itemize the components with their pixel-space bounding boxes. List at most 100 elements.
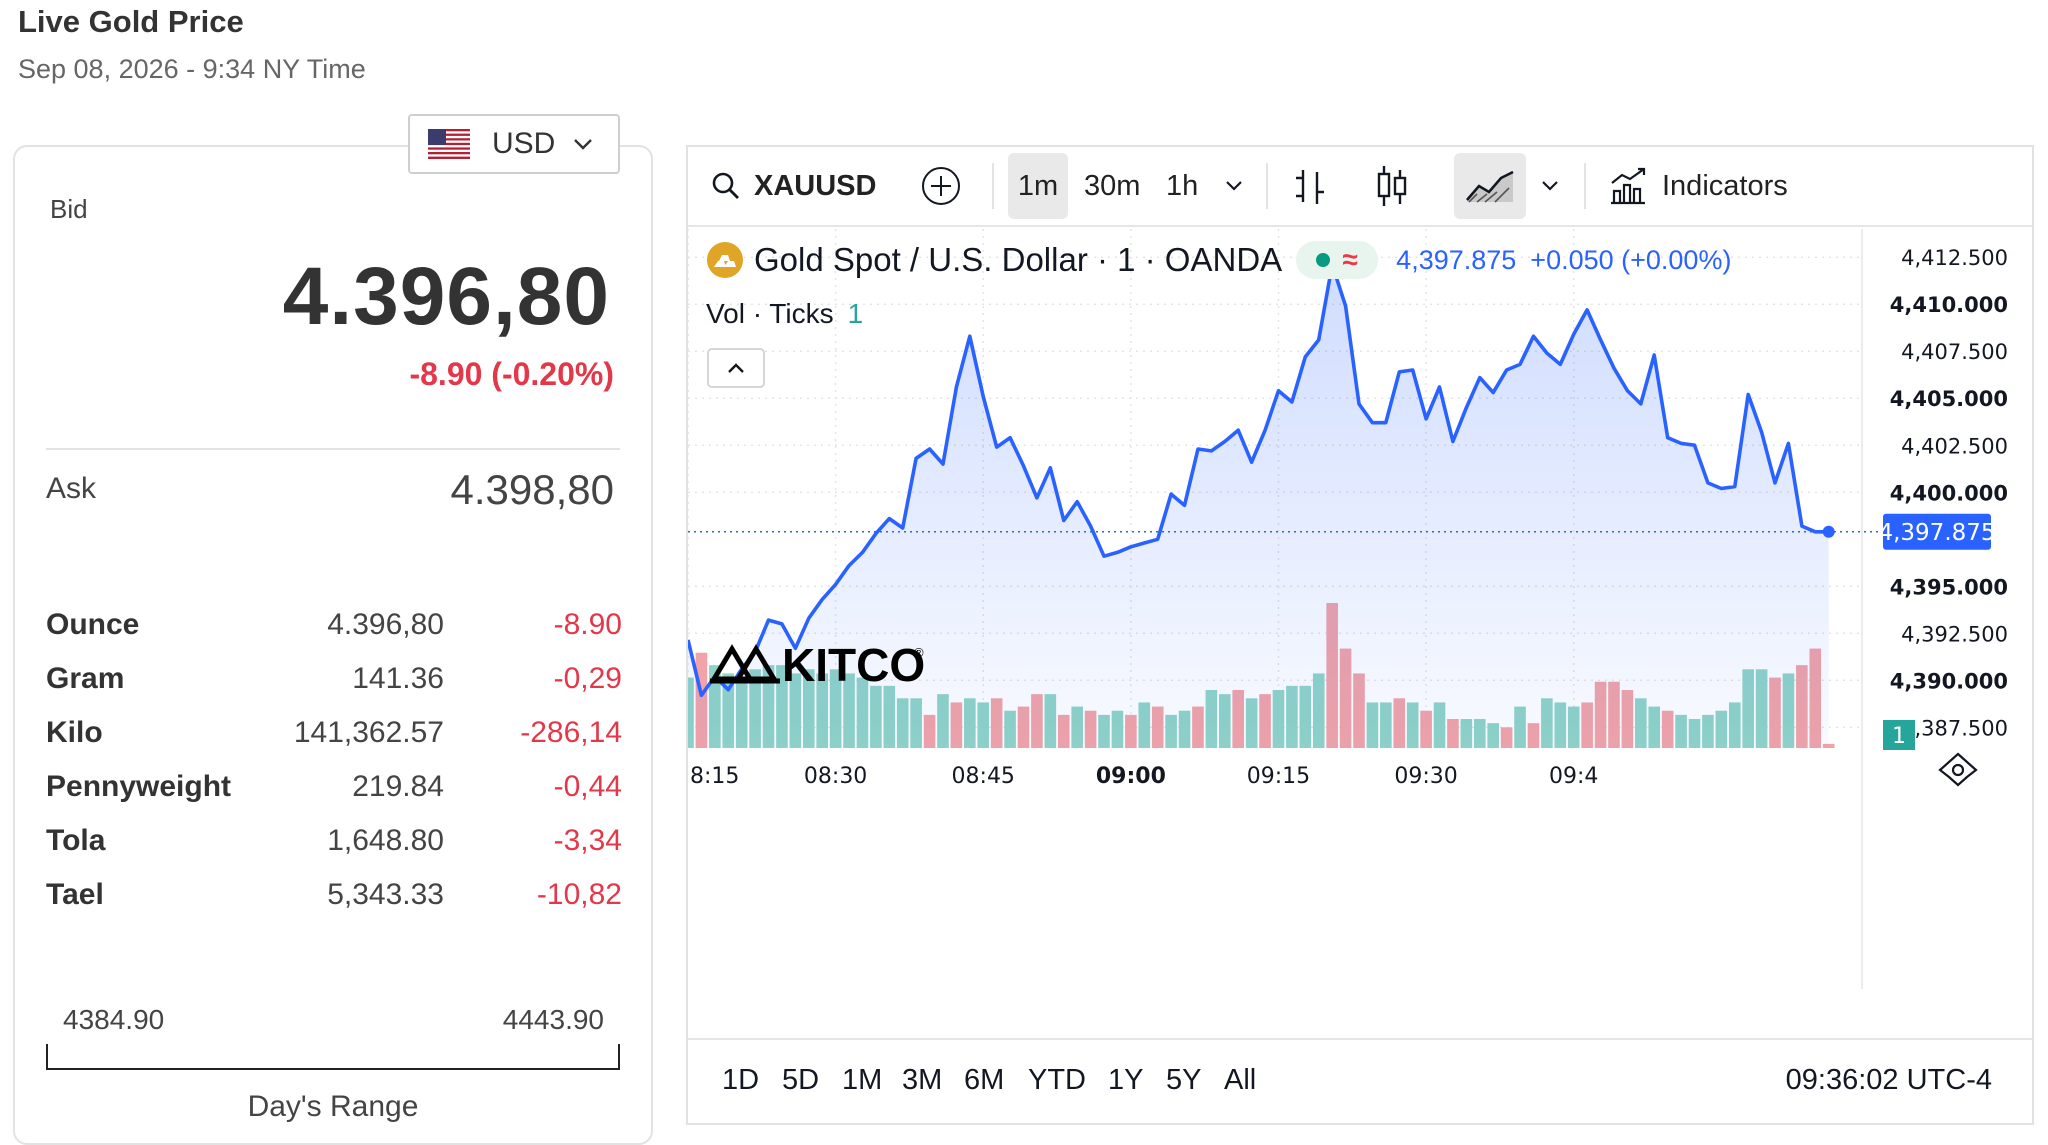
y-tick-label: 4,407.500: [1901, 340, 2008, 364]
indicators-icon: [1611, 167, 1646, 205]
volume-value: 1: [847, 298, 864, 329]
days-range-bar: [46, 1044, 620, 1070]
chart-clock[interactable]: 09:36:02 UTC-4: [1785, 1064, 1992, 1096]
days-range-high: 4443.90: [502, 1004, 604, 1035]
period-6m[interactable]: 6M: [964, 1064, 1005, 1096]
delayed-data-icon: ≈: [1342, 244, 1358, 275]
us-flag-icon: [428, 129, 470, 159]
area-style-button[interactable]: [1454, 153, 1526, 219]
unit-name: Kilo: [46, 716, 103, 749]
unit-price: 141.36: [352, 662, 444, 695]
unit-row-gram: Gram 141.36 -0,29: [46, 662, 622, 702]
price-line: [688, 262, 1829, 698]
unit-price: 4.396,80: [327, 608, 444, 641]
registered-mark: ®: [914, 645, 924, 660]
volume-tag-label: 1: [1892, 724, 1906, 749]
unit-price: 219.84: [352, 770, 444, 803]
unit-price: 5,343.33: [327, 878, 444, 911]
candles-icon: [1377, 166, 1407, 206]
x-tick-label: 08:30: [804, 764, 867, 789]
unit-change: -3,34: [553, 824, 622, 857]
unit-change: -0,29: [553, 662, 622, 695]
x-tick-label: 09:4: [1549, 764, 1598, 789]
currency-select[interactable]: USD: [408, 114, 620, 174]
toolbar-separator: [992, 163, 994, 209]
timestamp: Sep 08, 2026 - 9:34 NY Time: [18, 54, 366, 84]
price-chart[interactable]: 4,412.500 4,410.000 4,407.500 4,405.000 4,40…: [688, 229, 2032, 989]
collapse-legend-button[interactable]: [707, 348, 765, 388]
unit-row-tola: Tola 1,648.80 -3,34: [46, 824, 622, 864]
page-title: Live Gold Price: [18, 4, 244, 39]
unit-name: Tola: [46, 824, 106, 857]
chart-settings-icon[interactable]: [1938, 752, 1978, 787]
bid-change: -8.90 (-0.20%): [409, 356, 614, 392]
interval-1h[interactable]: 1h: [1166, 147, 1198, 225]
market-status-badge[interactable]: ≈: [1296, 241, 1379, 279]
bid-label: Bid: [50, 194, 88, 224]
legend-price: 4,397.875: [1396, 244, 1517, 275]
y-tick-label: 4,387.500: [1901, 716, 2008, 740]
chevron-up-icon: [728, 363, 744, 373]
interval-1m[interactable]: 1m: [1008, 153, 1068, 219]
unit-change: -10,82: [536, 878, 622, 911]
interval-dropdown[interactable]: [1224, 147, 1244, 225]
period-3m[interactable]: 3M: [902, 1064, 943, 1096]
compare-button[interactable]: [920, 147, 962, 225]
ask-label: Ask: [46, 472, 97, 505]
chart-legend: Gold Spot / U.S. Dollar · 1 · OANDA ≈ 4,…: [706, 241, 1731, 279]
chart-style-dropdown[interactable]: [1540, 147, 1560, 225]
period-ytd[interactable]: YTD: [1028, 1064, 1086, 1096]
volume-tag-bg: [1883, 720, 1915, 750]
symbol-search[interactable]: XAUUSD: [710, 147, 876, 225]
last-price-dot: [1822, 525, 1835, 538]
instrument-name: Gold Spot / U.S. Dollar · 1 · OANDA: [754, 241, 1283, 278]
y-tick-label: 4,392.500: [1901, 622, 2008, 646]
interval-label: 30m: [1084, 169, 1141, 202]
unit-name: Tael: [46, 878, 104, 911]
unit-price: 141,362.57: [293, 716, 444, 749]
price-axis: 4,412.500 4,410.000 4,407.500 4,405.000 4,40…: [1890, 246, 2008, 740]
gold-bars-icon: [707, 242, 743, 278]
y-tick-label: 4,395.000: [1890, 575, 2008, 599]
period-5d[interactable]: 5D: [782, 1064, 820, 1096]
symbol-label: XAUUSD: [754, 169, 877, 202]
period-5y[interactable]: 5Y: [1166, 1064, 1202, 1096]
time-axis: 8:15 08:30 08:45 09:00 09:15 09:30 09:4: [690, 764, 1598, 789]
unit-change: -8.90: [553, 608, 622, 641]
search-icon: [712, 172, 739, 199]
indicators-button[interactable]: Indicators: [1608, 147, 1788, 225]
unit-price: 1,648.80: [327, 824, 444, 857]
x-tick-label: 08:45: [952, 764, 1015, 789]
days-range-low: 4384.90: [63, 1004, 165, 1035]
chevron-down-icon: [1542, 181, 1558, 191]
y-tick-label: 4,400.000: [1890, 481, 2008, 505]
period-bar: 1D 5D 1M 3M 6M YTD 1Y 5Y All 09:36:02 UT…: [688, 1038, 2032, 1122]
interval-30m[interactable]: 30m: [1084, 147, 1140, 225]
unit-row-kilo: Kilo 141,362.57 -286,14: [46, 716, 622, 756]
unit-name: Pennyweight: [46, 770, 232, 803]
period-1m[interactable]: 1M: [842, 1064, 883, 1096]
volume-label: Vol · Ticks: [706, 298, 834, 329]
period-1d[interactable]: 1D: [722, 1064, 760, 1096]
y-tick-label: 4,410.000: [1890, 293, 2008, 317]
last-price-tag-label: 4,397.875: [1878, 520, 1995, 546]
volume-tag: 1: [1883, 720, 1915, 750]
chart-toolbar: XAUUSD 1m 30m 1h: [688, 147, 2032, 227]
bar-chart-style-button[interactable]: [1292, 147, 1328, 225]
market-open-dot: [1316, 253, 1331, 267]
kitco-logo: KITCO ®: [709, 639, 925, 691]
interval-label: 1m: [1017, 169, 1059, 202]
unit-change: -286,14: [520, 716, 622, 749]
toolbar-separator: [1584, 163, 1586, 209]
candles-style-button[interactable]: [1374, 147, 1410, 225]
volume-legend: Vol · Ticks 1: [706, 298, 863, 330]
y-tick-label: 4,402.500: [1901, 434, 2008, 458]
x-tick-label: 09:30: [1394, 764, 1457, 789]
bars-icon: [1296, 170, 1324, 204]
period-all[interactable]: All: [1224, 1064, 1257, 1096]
unit-row-tael: Tael 5,343.33 -10,82: [46, 878, 622, 918]
period-1y[interactable]: 1Y: [1108, 1064, 1144, 1096]
unit-row-ounce: Ounce 4.396,80 -8.90: [46, 608, 622, 648]
indicators-label: Indicators: [1662, 169, 1788, 202]
chevron-down-icon: [1226, 181, 1242, 191]
